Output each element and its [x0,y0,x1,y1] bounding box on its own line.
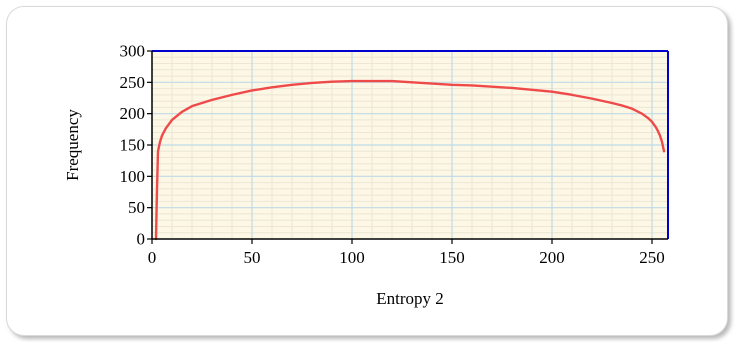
y-tick-label-300: 300 [120,42,146,61]
series-line-0 [154,79,666,241]
y-tick-label-200: 200 [120,104,146,123]
y-tick-label-0: 0 [137,230,146,249]
y-axis-title: Frequency [63,109,82,181]
x-tick-label-100: 100 [339,248,365,267]
y-tick-label-100: 100 [120,167,146,186]
y-tick-label-250: 250 [120,73,146,92]
x-tick-label-0: 0 [148,248,157,267]
x-tick-label-250: 250 [639,248,665,267]
y-tick-label-150: 150 [120,136,146,155]
x-tick-label-200: 200 [539,248,565,267]
y-tick-label-50: 50 [128,198,145,217]
x-axis-title: Entropy 2 [376,289,444,308]
x-tick-label-50: 50 [244,248,261,267]
x-tick-label-150: 150 [439,248,465,267]
